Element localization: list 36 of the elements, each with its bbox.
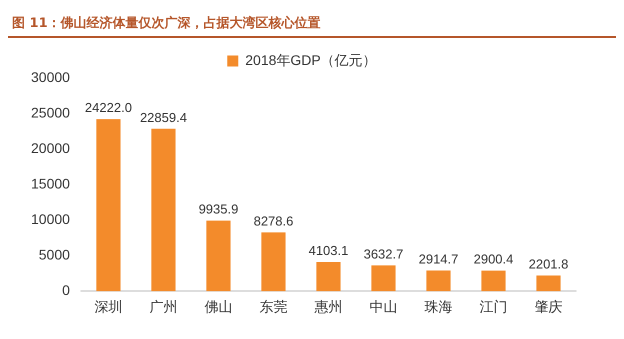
bar: [536, 276, 561, 292]
x-tick-label: 广州: [149, 299, 178, 316]
bar: [371, 265, 396, 292]
data-label: 4103.1: [308, 243, 348, 258]
data-label: 22859.4: [140, 110, 187, 125]
y-tick-label: 20000: [30, 140, 70, 156]
data-label: 3632.7: [364, 246, 404, 262]
data-label: 2900.4: [474, 252, 514, 267]
bar: [261, 232, 286, 292]
data-label: 2201.8: [528, 256, 568, 272]
y-tick-label: 5000: [38, 246, 70, 263]
y-tick-label: 0: [62, 282, 70, 298]
x-tick-label: 深圳: [94, 299, 122, 316]
x-tick-label: 肇庆: [534, 299, 562, 316]
y-tick-label: 10000: [30, 210, 70, 227]
x-tick-label: 中山: [369, 299, 398, 316]
data-label: 8278.6: [254, 213, 294, 228]
x-tick-label: 惠州: [313, 299, 342, 316]
x-tick-label: 珠海: [424, 299, 452, 316]
bar: [206, 220, 231, 292]
bar: [96, 119, 121, 292]
x-tick-label: 佛山: [204, 299, 232, 316]
y-tick-label: 25000: [30, 104, 70, 120]
bar: [426, 270, 451, 292]
bar: [481, 270, 506, 292]
y-tick-label: 30000: [30, 68, 70, 85]
data-label: 9935.9: [198, 202, 238, 217]
bar: [151, 128, 176, 292]
legend-label: 2018年GDP（亿元）: [245, 52, 377, 68]
x-tick-label: 东莞: [259, 299, 288, 316]
chart-title: 图 11：佛山经济体量仅次广深，占据大湾区核心位置: [8, 8, 616, 38]
y-tick-label: 15000: [30, 175, 70, 192]
data-label: 2914.7: [418, 252, 458, 267]
bar: [316, 262, 341, 292]
data-label: 24222.0: [84, 100, 132, 116]
x-tick-label: 江门: [479, 299, 508, 316]
